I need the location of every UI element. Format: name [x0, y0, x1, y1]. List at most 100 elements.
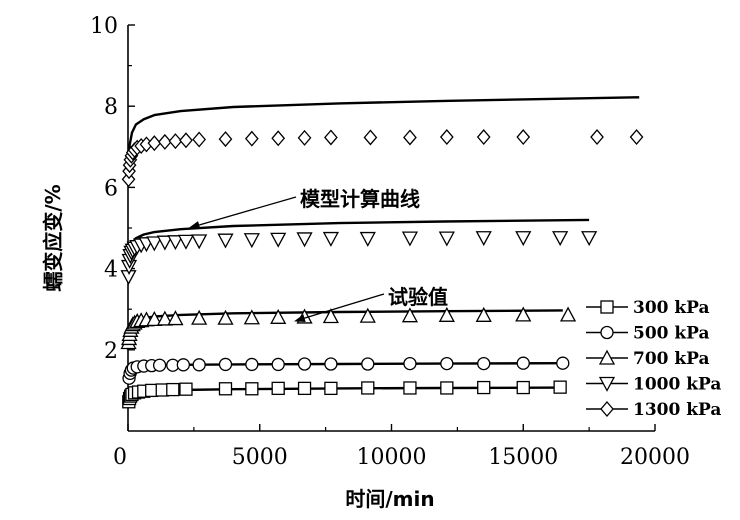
legend-item-1000-kpa: 1000 kPa: [586, 375, 721, 395]
annotation-model-curve: 模型计算曲线: [188, 187, 420, 229]
data-point-700-kpa: [167, 310, 184, 326]
data-point-1000-kpa: [475, 231, 492, 247]
data-point-700-kpa: [515, 306, 532, 322]
data-point-300-kpa: [245, 382, 259, 396]
annotation-test-values-label: 试验值: [388, 285, 448, 309]
legend-marker: [598, 376, 616, 392]
y-tick-label: 8: [104, 95, 118, 120]
data-point-1300-kpa: [439, 129, 454, 146]
data-point-1000-kpa: [322, 231, 339, 247]
data-point-500-kpa: [516, 356, 530, 370]
annotation-model-curve-arrow: [198, 196, 297, 226]
data-point-500-kpa: [324, 357, 338, 371]
data-point-500-kpa: [192, 358, 206, 372]
data-point-700-kpa: [322, 308, 339, 324]
annotation-test-values-arrowhead: [294, 314, 306, 323]
data-point-500-kpa: [556, 356, 570, 370]
annotations: 模型计算曲线 试验值: [188, 187, 448, 323]
data-point-1000-kpa: [191, 234, 208, 250]
data-point-1000-kpa: [581, 231, 598, 247]
annotation-test-values-arrow: [304, 293, 385, 319]
legend: 300 kPa 500 kPa 700 kPa 1000 kPa 1300 kPa: [586, 298, 721, 420]
data-point-500-kpa: [152, 358, 167, 372]
data-point-1300-kpa: [158, 133, 172, 150]
y-axis-ticks: 2 4 6 8 10: [90, 14, 135, 391]
data-point-1000-kpa: [217, 233, 234, 249]
legend-item-500-kpa: 500 kPa: [586, 324, 710, 344]
data-point-300-kpa: [477, 380, 491, 395]
data-point-1000-kpa: [146, 236, 163, 252]
data-point-700-kpa: [475, 306, 492, 322]
y-tick-label: 2: [104, 339, 118, 364]
data-point-700-kpa: [270, 308, 287, 324]
data-point-1300-kpa: [590, 129, 604, 146]
data-point-500-kpa: [271, 357, 285, 372]
annotation-test-values: 试验值: [294, 285, 448, 323]
legend-item-300-kpa: 300 kPa: [586, 298, 710, 318]
data-point-700-kpa: [146, 310, 163, 327]
data-point-1300-kpa: [271, 130, 286, 147]
annotation-model-curve-arrowhead: [188, 221, 201, 229]
model-curve-700-kpa: [126, 309, 563, 350]
legend-item-700-kpa: 700 kPa: [586, 349, 710, 369]
data-markers: [120, 129, 644, 409]
data-point-300-kpa: [297, 381, 312, 396]
data-point-700-kpa: [438, 306, 455, 322]
y-tick-label: 4: [104, 258, 118, 283]
y-tick-label: 10: [90, 14, 118, 39]
data-point-1300-kpa: [297, 129, 312, 146]
data-point-1300-kpa: [629, 129, 644, 146]
legend-marker: [600, 325, 614, 340]
data-point-300-kpa: [179, 382, 193, 396]
data-point-1000-kpa: [156, 235, 173, 251]
data-point-1300-kpa: [179, 132, 193, 149]
x-tick-label: 5000: [232, 445, 288, 470]
data-point-500-kpa: [403, 356, 417, 371]
legend-label: 300 kPa: [633, 298, 710, 318]
data-point-1300-kpa: [244, 130, 259, 147]
legend-label: 1300 kPa: [633, 400, 721, 420]
x-tick-label: 0: [113, 445, 127, 470]
legend-marker: [600, 401, 614, 417]
legend-label: 1000 kPa: [633, 375, 721, 395]
data-point-300-kpa: [218, 382, 233, 396]
y-axis-title: 蠕变应变/%: [41, 184, 65, 291]
data-point-500-kpa: [477, 356, 491, 371]
x-tick-label: 15000: [488, 445, 558, 470]
data-point-1300-kpa: [192, 131, 207, 148]
data-point-500-kpa: [440, 356, 454, 371]
annotation-model-curve-label: 模型计算曲线: [300, 187, 420, 211]
data-point-1000-kpa: [515, 231, 532, 247]
data-point-1000-kpa: [296, 232, 313, 248]
data-point-300-kpa: [516, 380, 530, 395]
data-point-500-kpa: [297, 357, 312, 371]
data-point-500-kpa: [176, 358, 190, 372]
data-point-1300-kpa: [168, 133, 183, 150]
data-point-500-kpa: [218, 357, 233, 372]
data-point-1300-kpa: [516, 129, 531, 146]
data-point-700-kpa: [243, 309, 260, 325]
data-point-700-kpa: [191, 309, 208, 325]
data-point-300-kpa: [553, 380, 567, 394]
data-point-300-kpa: [166, 382, 180, 397]
data-point-300-kpa: [271, 381, 285, 396]
legend-label: 500 kPa: [633, 324, 710, 344]
legend-item-1300-kpa: 1300 kPa: [586, 400, 721, 420]
data-point-700-kpa: [156, 310, 173, 326]
x-axis-ticks: 0 5000 10000 15000 20000: [113, 424, 690, 470]
data-point-700-kpa: [217, 309, 234, 325]
data-point-1000-kpa: [438, 231, 455, 247]
data-point-1300-kpa: [324, 129, 338, 146]
data-point-1300-kpa: [147, 135, 162, 152]
legend-label: 700 kPa: [633, 349, 710, 369]
model-curve-1300-kpa: [126, 96, 640, 176]
data-point-500-kpa: [361, 357, 375, 371]
data-point-1300-kpa: [363, 129, 378, 146]
data-point-1000-kpa: [401, 231, 419, 247]
x-tick-label: 10000: [357, 445, 427, 470]
legend-marker: [600, 300, 614, 314]
data-point-1000-kpa: [243, 233, 260, 249]
legend-marker: [598, 349, 616, 365]
data-point-300-kpa: [361, 381, 375, 395]
data-point-1300-kpa: [403, 129, 417, 146]
